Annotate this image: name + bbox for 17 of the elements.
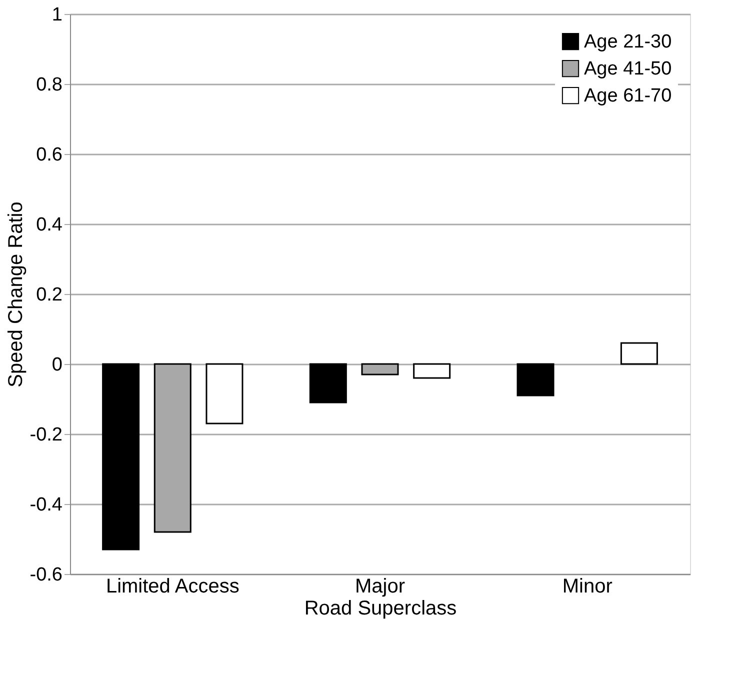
y-tick-label: -0.6 xyxy=(30,564,62,586)
y-tick-label: 0.8 xyxy=(36,74,62,96)
x-tick-label: Limited Access xyxy=(106,576,240,598)
y-tick-label: -0.2 xyxy=(30,424,62,446)
x-axis-title: Road Superclass xyxy=(304,598,457,620)
y-tick-label: 0 xyxy=(52,354,62,376)
legend-label: Age 21-30 xyxy=(584,32,672,52)
y-tick-label: 0.6 xyxy=(36,144,62,166)
y-tick-label: 1 xyxy=(52,4,62,26)
legend-label: Age 61-70 xyxy=(584,86,672,106)
x-tick-label: Major xyxy=(354,576,406,598)
legend-label: Age 41-50 xyxy=(584,58,672,80)
y-tick-label: 0.4 xyxy=(36,214,63,236)
y-tick-label: -0.4 xyxy=(30,494,63,516)
y-tick-label: 0.2 xyxy=(36,284,62,306)
x-tick-label: Minor xyxy=(562,576,613,598)
y-axis-title: Speed Change Ratio xyxy=(4,202,27,388)
